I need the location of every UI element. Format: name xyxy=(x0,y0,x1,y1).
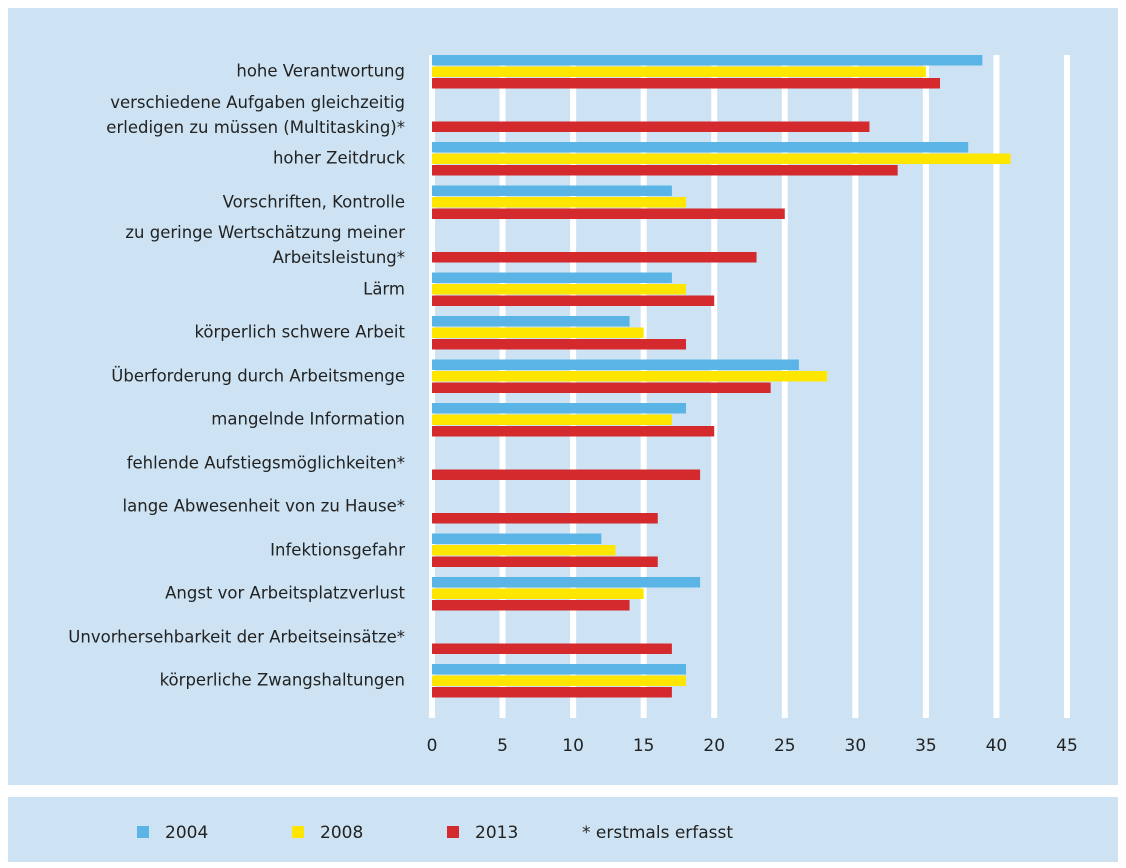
bar xyxy=(432,185,672,196)
legend-swatch xyxy=(447,826,459,838)
bar xyxy=(432,533,602,544)
legend-panel xyxy=(8,797,1118,862)
bar xyxy=(432,577,701,588)
category-label: Lärm xyxy=(363,279,405,298)
bar xyxy=(432,272,672,283)
x-tick-label: 0 xyxy=(427,736,438,756)
bar xyxy=(432,426,715,437)
x-tick-label: 20 xyxy=(703,736,725,756)
bar xyxy=(432,414,672,425)
note: * erstmals erfasst xyxy=(582,823,733,843)
bar xyxy=(432,513,658,524)
bar xyxy=(432,55,983,66)
bar xyxy=(432,165,898,176)
bar xyxy=(432,142,969,153)
bar xyxy=(432,687,672,698)
category-label: hoher Zeitdruck xyxy=(272,148,405,168)
bar xyxy=(432,675,686,686)
legend-swatch xyxy=(137,826,149,838)
legend-label: 2008 xyxy=(320,823,363,843)
category-label: Infektionsgefahr xyxy=(270,540,405,559)
category-label: hohe Verantwortung xyxy=(236,61,405,81)
category-label: körperlich schwere Arbeit xyxy=(194,322,405,342)
bar xyxy=(432,153,1011,164)
x-tick-label: 30 xyxy=(845,736,867,756)
category-label: mangelnde Information xyxy=(211,409,405,429)
bar xyxy=(432,339,686,350)
category-label: Vorschriften, Kontrolle xyxy=(222,192,405,211)
legend-label: 2013 xyxy=(475,823,518,843)
x-tick-label: 25 xyxy=(774,736,796,756)
x-tick-label: 5 xyxy=(497,736,508,756)
bar xyxy=(432,469,701,480)
category-label: körperliche Zwangshaltungen xyxy=(159,670,405,690)
bar xyxy=(432,316,630,327)
bar xyxy=(432,327,644,338)
bar xyxy=(432,664,686,675)
category-label: Angst vor Arbeitsplatzverlust xyxy=(165,583,405,603)
x-tick-label: 40 xyxy=(986,736,1008,756)
bar xyxy=(432,588,644,599)
category-label: verschiedene Aufgaben gleichzeitig erled… xyxy=(106,92,405,137)
legend-swatch xyxy=(292,826,304,838)
bar xyxy=(432,545,616,556)
bar xyxy=(432,66,926,77)
bar xyxy=(432,403,686,414)
x-tick-label: 15 xyxy=(633,736,655,756)
bar xyxy=(432,78,940,89)
bar xyxy=(432,643,672,654)
category-label: Unvorhersehbarkeit der Arbeitseinsätze* xyxy=(68,627,405,646)
x-tick-label: 45 xyxy=(1056,736,1078,756)
legend-label: 2004 xyxy=(165,823,208,843)
bar xyxy=(432,382,771,393)
bar xyxy=(432,295,715,306)
bar xyxy=(432,359,799,370)
x-tick-label: 35 xyxy=(915,736,937,756)
bar xyxy=(432,208,785,219)
bar xyxy=(432,284,686,295)
bar xyxy=(432,556,658,567)
category-label: Überforderung durch Arbeitsmenge xyxy=(111,366,405,385)
bar xyxy=(432,371,828,382)
bar xyxy=(432,600,630,611)
category-label: lange Abwesenheit von zu Hause* xyxy=(122,496,405,516)
plot-panel xyxy=(8,8,1118,785)
bar xyxy=(432,197,686,208)
x-tick-label: 10 xyxy=(562,736,584,756)
category-label: zu geringe Wertschätzung meiner Arbeitsl… xyxy=(125,223,405,267)
bar xyxy=(432,121,870,132)
bar xyxy=(432,252,757,263)
category-label: fehlende Aufstiegsmöglichkeiten* xyxy=(126,453,405,472)
